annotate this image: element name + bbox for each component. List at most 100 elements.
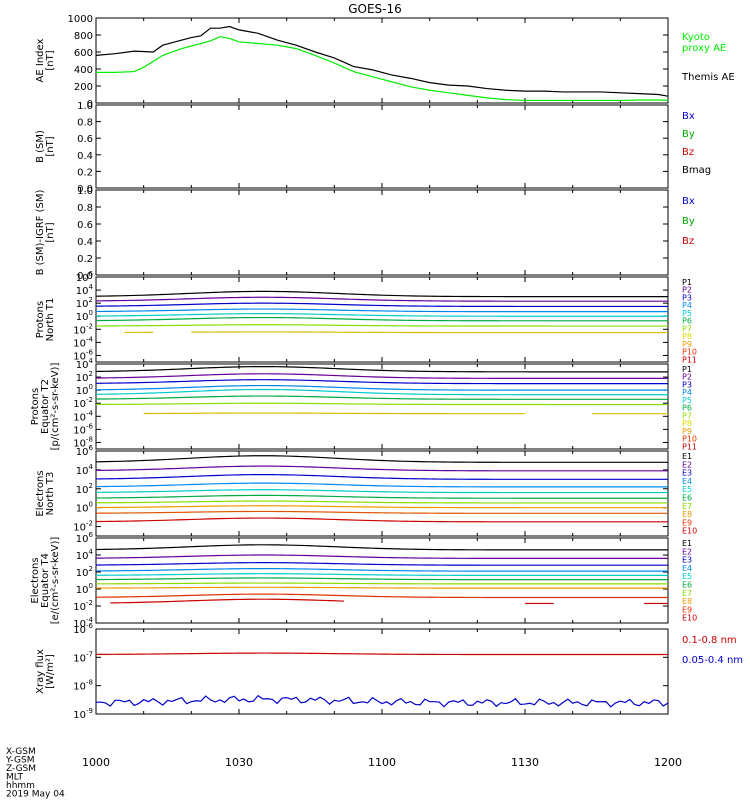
- x-tick-label: 1100: [368, 756, 396, 769]
- y-tick-label: 800: [74, 31, 93, 42]
- legend-entry: P3: [682, 293, 692, 302]
- legend-entry: E9: [682, 518, 692, 527]
- series-line: [96, 489, 668, 494]
- legend-entry: 0.05-0.4 nm: [682, 655, 743, 666]
- y-axis-label: AE Index: [35, 38, 46, 82]
- legend-entry: P11: [682, 355, 697, 364]
- y-tick-label: 10-2: [73, 599, 93, 613]
- legend-entry: P1: [682, 365, 692, 374]
- series-line: [96, 582, 668, 585]
- series-line: [96, 562, 668, 566]
- y-tick-label: 100: [76, 501, 93, 515]
- legend-entry: P10: [682, 435, 697, 444]
- y-axis-label: [nT]: [45, 50, 56, 70]
- y-tick-label: 10-6: [73, 422, 93, 436]
- series-line: [96, 544, 668, 551]
- panel-7: 106 104 102 100 10-2 10-4 Electrons Equator T4[…: [30, 531, 697, 630]
- footer-label: Y-GSM: [5, 756, 34, 766]
- series-line: [96, 395, 668, 400]
- legend-entry: E4: [682, 477, 692, 486]
- y-axis-label: [nT]: [45, 136, 56, 156]
- panel-frame: [95, 104, 669, 189]
- y-axis-label: Equator T2: [40, 379, 51, 434]
- series-line: [96, 652, 668, 656]
- legend-entry: E9: [682, 605, 692, 614]
- y-tick-label: 0.8: [77, 203, 93, 214]
- panel-frame: [95, 628, 669, 715]
- legend-entry: P2: [682, 286, 692, 295]
- y-axis-label: North T1: [45, 298, 56, 342]
- legend-entry: P7: [682, 324, 692, 333]
- panel-frame: [95, 17, 669, 104]
- legend-entry: P8: [682, 332, 692, 341]
- y-axis-label: [e/(cm²-s-sr-keV)]: [50, 537, 61, 625]
- series-line: [96, 554, 668, 560]
- series-line: [96, 593, 668, 599]
- y-tick-label: 1.0: [77, 101, 93, 112]
- series-line: [96, 384, 668, 391]
- y-tick-label: 0.4: [77, 151, 93, 162]
- legend-entry: Kyoto: [682, 32, 710, 43]
- y-tick-label: 100: [76, 309, 93, 323]
- legend-entry: Themis AE: [681, 72, 735, 83]
- series-line: [96, 296, 668, 302]
- series-line: [96, 402, 668, 406]
- y-tick-label: 104: [76, 548, 94, 562]
- series-line: [96, 494, 668, 499]
- y-tick-label: 106: [76, 444, 94, 458]
- legend-entry: P4: [682, 388, 692, 397]
- y-tick-label: 0.4: [77, 237, 93, 248]
- panel-3: 0.0 0.2 0.4 0.6 0.8 1.0 B (SM)-IGRF (SM) [nT] Bx…: [35, 186, 695, 282]
- legend-entry: P2: [682, 373, 692, 382]
- y-tick-label: 1.0: [77, 186, 93, 197]
- series-line: [96, 694, 668, 708]
- y-tick-label: 102: [76, 482, 93, 496]
- legend-entry: E3: [682, 469, 692, 478]
- plot-title: GOES-16: [348, 2, 402, 16]
- legend-entry: E1: [682, 452, 692, 461]
- panel-2: 0.0 0.2 0.4 0.6 0.8 1.0 B (SM) [nT] Bx By Bz Bmag: [35, 101, 711, 195]
- series-line: [96, 36, 668, 102]
- legend-entry: P5: [682, 309, 692, 318]
- legend-entry: E2: [682, 547, 692, 556]
- y-axis-label: B (SM)-IGRF (SM): [35, 190, 46, 276]
- y-tick-label: 0.6: [77, 220, 93, 231]
- legend-entry: proxy AE: [682, 43, 726, 54]
- y-tick-label: 0.0: [77, 271, 93, 282]
- footer-label: MLT: [6, 773, 24, 783]
- legend-entry: E3: [682, 556, 692, 565]
- y-axis-label: North T3: [45, 472, 56, 516]
- y-tick-label: 102: [76, 565, 93, 579]
- y-tick-label: 10-8: [73, 435, 93, 449]
- series-line: [110, 598, 344, 604]
- y-axis-label: Electrons: [30, 557, 41, 603]
- y-tick-label: 104: [76, 283, 94, 297]
- y-tick-label: 10-4: [73, 335, 93, 349]
- series-line: [96, 316, 668, 322]
- legend-entry: P4: [682, 301, 692, 310]
- series-line: [96, 517, 668, 523]
- legend-entry: 0.1-0.8 nm: [682, 635, 737, 646]
- panel-8: 10-6 10-7 10-8 10-9 Xray flux [W/m²] 0.1-0.8 n…: [35, 622, 743, 721]
- footer-label: X-GSM: [6, 747, 36, 757]
- y-tick-label: 1000: [68, 14, 93, 25]
- series-line: [96, 366, 668, 373]
- legend-entry: E5: [682, 485, 692, 494]
- legend-entry: E10: [682, 614, 697, 623]
- y-tick-label: 10-2: [73, 520, 93, 534]
- legend-entry: E7: [682, 502, 692, 511]
- series-line: [96, 324, 668, 327]
- series-line: [96, 373, 668, 379]
- legend-entry: P6: [682, 404, 692, 413]
- y-tick-label: 10-9: [73, 707, 93, 721]
- y-tick-label: 0.8: [77, 118, 93, 129]
- legend-entry: Bmag: [682, 165, 711, 176]
- y-axis-label: [W/m²]: [45, 654, 56, 689]
- legend-entry: P9: [682, 340, 692, 349]
- y-axis-label: Protons: [30, 388, 41, 425]
- legend-entry: E4: [682, 564, 692, 573]
- legend-entry: E7: [682, 589, 692, 598]
